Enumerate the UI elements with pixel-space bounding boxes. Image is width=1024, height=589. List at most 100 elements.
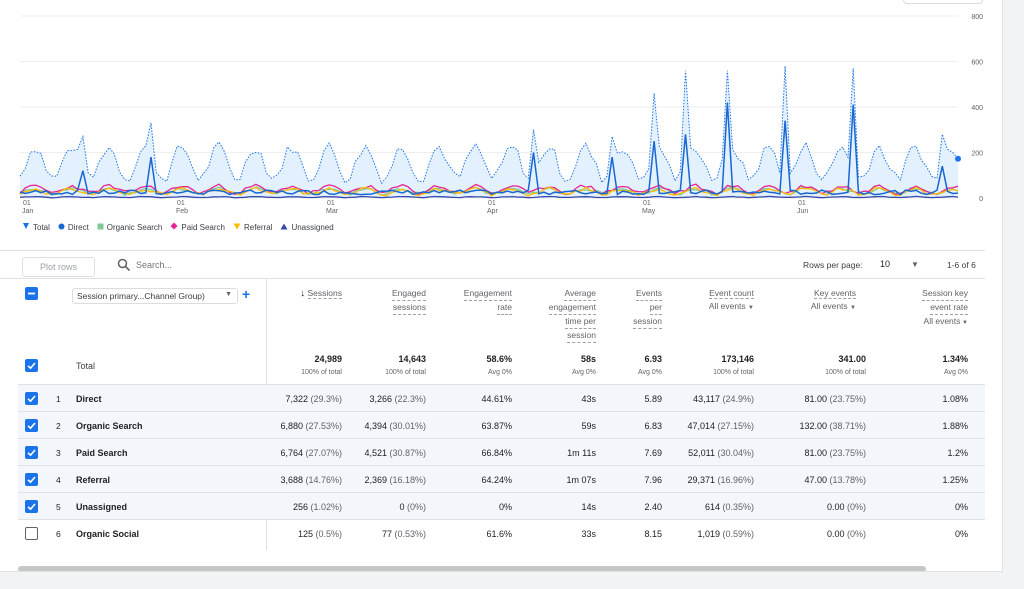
cell-engaged: 0 (0%) bbox=[316, 502, 426, 512]
table-row[interactable]: 6 Organic Social 125 (0.5%) 77 (0.53%) 61.6%… bbox=[18, 519, 985, 546]
legend-item[interactable]: Referral bbox=[233, 223, 272, 232]
cell-key: 0.00 (0%) bbox=[756, 502, 866, 512]
cell-eps: 7.96 bbox=[552, 475, 662, 485]
cell-percent: (38.71%) bbox=[826, 421, 866, 431]
cell-key: 81.00 (23.75%) bbox=[756, 448, 866, 458]
cell-percent: (16.96%) bbox=[714, 475, 754, 485]
cell-percent: (23.75%) bbox=[826, 448, 866, 458]
total-subvalue: Avg 0% bbox=[944, 369, 968, 376]
horizontal-scrollbar[interactable] bbox=[18, 566, 926, 571]
cell-value: 81.00 bbox=[804, 394, 827, 404]
legend-label: Referral bbox=[243, 222, 273, 232]
cell-percent: (0%) bbox=[404, 502, 426, 512]
legend-item[interactable]: Paid Search bbox=[170, 222, 225, 232]
x-tick-month: Mar bbox=[326, 208, 339, 215]
caret-down-icon[interactable]: ▼ bbox=[960, 320, 968, 326]
table-row[interactable]: 4 Referral 3,688 (14.76%) 2,369 (16.18%) 64.… bbox=[18, 465, 985, 492]
cell-value: 66.84% bbox=[481, 448, 512, 458]
cell-percent: (27.53%) bbox=[302, 421, 342, 431]
dimension-select[interactable]: Session primary...Channel Group) ▼ bbox=[72, 288, 238, 304]
header-event-count[interactable]: Event count All events ▼ bbox=[708, 288, 754, 311]
legend-item[interactable]: Organic Search bbox=[97, 223, 162, 232]
cell-eps: 5.89 bbox=[552, 394, 662, 404]
row-number: 6 bbox=[56, 529, 61, 539]
y-tick-label: 600 bbox=[971, 60, 983, 67]
cell-percent: (24.9%) bbox=[719, 394, 754, 404]
x-tick-month: Jun bbox=[797, 208, 808, 215]
cell-value: 6,764 bbox=[280, 448, 303, 458]
cell-value: 2.40 bbox=[644, 502, 662, 512]
cell-value: 6,880 bbox=[280, 421, 303, 431]
cell-time: 33s bbox=[486, 529, 596, 539]
row-channel-name: Organic Social bbox=[76, 529, 140, 539]
cell-value: 0% bbox=[498, 502, 512, 512]
rows-per-page-select[interactable]: 10 bbox=[880, 259, 891, 269]
row-checkbox[interactable] bbox=[25, 419, 38, 432]
table-row[interactable]: 1 Direct 7,322 (29.3%) 3,266 (22.3%) 44.61% 4… bbox=[18, 384, 985, 411]
row-checkbox[interactable] bbox=[25, 500, 38, 513]
row-checkbox[interactable] bbox=[25, 527, 38, 540]
cell-value: 47,014 bbox=[687, 421, 715, 431]
cell-engaged: 2,369 (16.18%) bbox=[316, 475, 426, 485]
caret-down-icon[interactable]: ▼ bbox=[911, 260, 919, 269]
row-channel-name: Direct bbox=[76, 394, 102, 404]
table-row[interactable]: 5 Unassigned 256 (1.02%) 0 (0%) 0% 14s 2.40 614… bbox=[18, 492, 985, 519]
cell-value: 1.88% bbox=[942, 421, 968, 431]
dimension-select-label: Session primary...Channel Group) bbox=[77, 291, 205, 301]
cell-events: 43,117 (24.9%) bbox=[644, 394, 754, 404]
header-key-events-inner[interactable]: Key events All events ▼ bbox=[810, 288, 856, 311]
cell-percent: (0%) bbox=[844, 529, 866, 539]
x-tick-day: 01 bbox=[488, 200, 496, 207]
total-subvalue: Avg 0% bbox=[638, 369, 662, 376]
total-value: 6.93 bbox=[644, 354, 662, 364]
table-row[interactable]: 2 Organic Search 6,880 (27.53%) 4,394 (30.0… bbox=[18, 411, 985, 438]
cell-eps: 6.83 bbox=[552, 421, 662, 431]
row-checkbox[interactable] bbox=[25, 473, 38, 486]
cell-eps: 2.40 bbox=[552, 502, 662, 512]
table-row[interactable]: 3 Paid Search 6,764 (27.07%) 4,521 (30.87%)… bbox=[18, 438, 985, 465]
header-avg-engagement-time[interactable]: Average engagement time per session bbox=[520, 287, 596, 343]
search-input[interactable] bbox=[136, 258, 286, 272]
cell-value: 1.08% bbox=[942, 394, 968, 404]
cell-value: 0.00 bbox=[826, 502, 845, 512]
row-checkbox[interactable] bbox=[25, 392, 38, 405]
select-all-checkbox[interactable] bbox=[25, 287, 38, 300]
legend-marker-icon bbox=[170, 222, 178, 232]
caret-down-icon[interactable]: ▼ bbox=[748, 305, 754, 311]
x-tick-day: 01 bbox=[798, 200, 806, 207]
cell-time: 14s bbox=[486, 502, 596, 512]
cell-rate: 63.87% bbox=[402, 421, 512, 431]
total-label: Total bbox=[76, 361, 96, 371]
cell-rate: 0% bbox=[402, 502, 512, 512]
legend-item[interactable]: Unassigned bbox=[280, 223, 334, 232]
caret-down-icon[interactable]: ▼ bbox=[850, 305, 856, 311]
total-subvalue: 100% of total bbox=[825, 369, 866, 376]
header-events-per-session[interactable]: Events per session bbox=[600, 287, 662, 329]
legend-item[interactable]: Direct bbox=[58, 223, 89, 232]
header-engaged-sessions[interactable]: Engaged sessions bbox=[350, 287, 426, 315]
total-subvalue: Avg 0% bbox=[572, 369, 596, 376]
add-dimension-icon[interactable]: + bbox=[242, 286, 251, 302]
rows-per-page-label: Rows per page: bbox=[803, 260, 863, 270]
cell-value: 3,266 bbox=[369, 394, 392, 404]
cell-value: 7.69 bbox=[644, 448, 662, 458]
cell-value: 43,117 bbox=[693, 394, 720, 404]
cell-rate: 66.84% bbox=[402, 448, 512, 458]
legend-item[interactable]: Total bbox=[22, 222, 50, 232]
total-value: 58.6% bbox=[486, 354, 512, 364]
cell-value: 0% bbox=[954, 529, 968, 539]
cell-value: 614 bbox=[704, 502, 720, 512]
row-checkbox[interactable] bbox=[25, 446, 38, 459]
cell-krate: 1.25% bbox=[858, 475, 968, 485]
total-value: 341.00 bbox=[838, 354, 866, 364]
x-tick-day: 01 bbox=[643, 200, 651, 207]
header-session-key-event-rate[interactable]: Session key event rate All events ▼ bbox=[880, 287, 968, 330]
cell-percent: (27.07%) bbox=[302, 448, 342, 458]
header-sessions[interactable]: ↓ Sessions bbox=[300, 288, 342, 299]
header-engagement-rate[interactable]: Engagement rate bbox=[436, 287, 512, 315]
cell-value: 52,011 bbox=[688, 448, 715, 458]
table-toolbar: Plot rows Rows per page: 10 ▼ 1-6 of 6 bbox=[0, 250, 985, 278]
total-checkbox[interactable] bbox=[25, 359, 38, 372]
cell-rate: 64.24% bbox=[402, 475, 512, 485]
plot-rows-button[interactable]: Plot rows bbox=[22, 257, 95, 277]
